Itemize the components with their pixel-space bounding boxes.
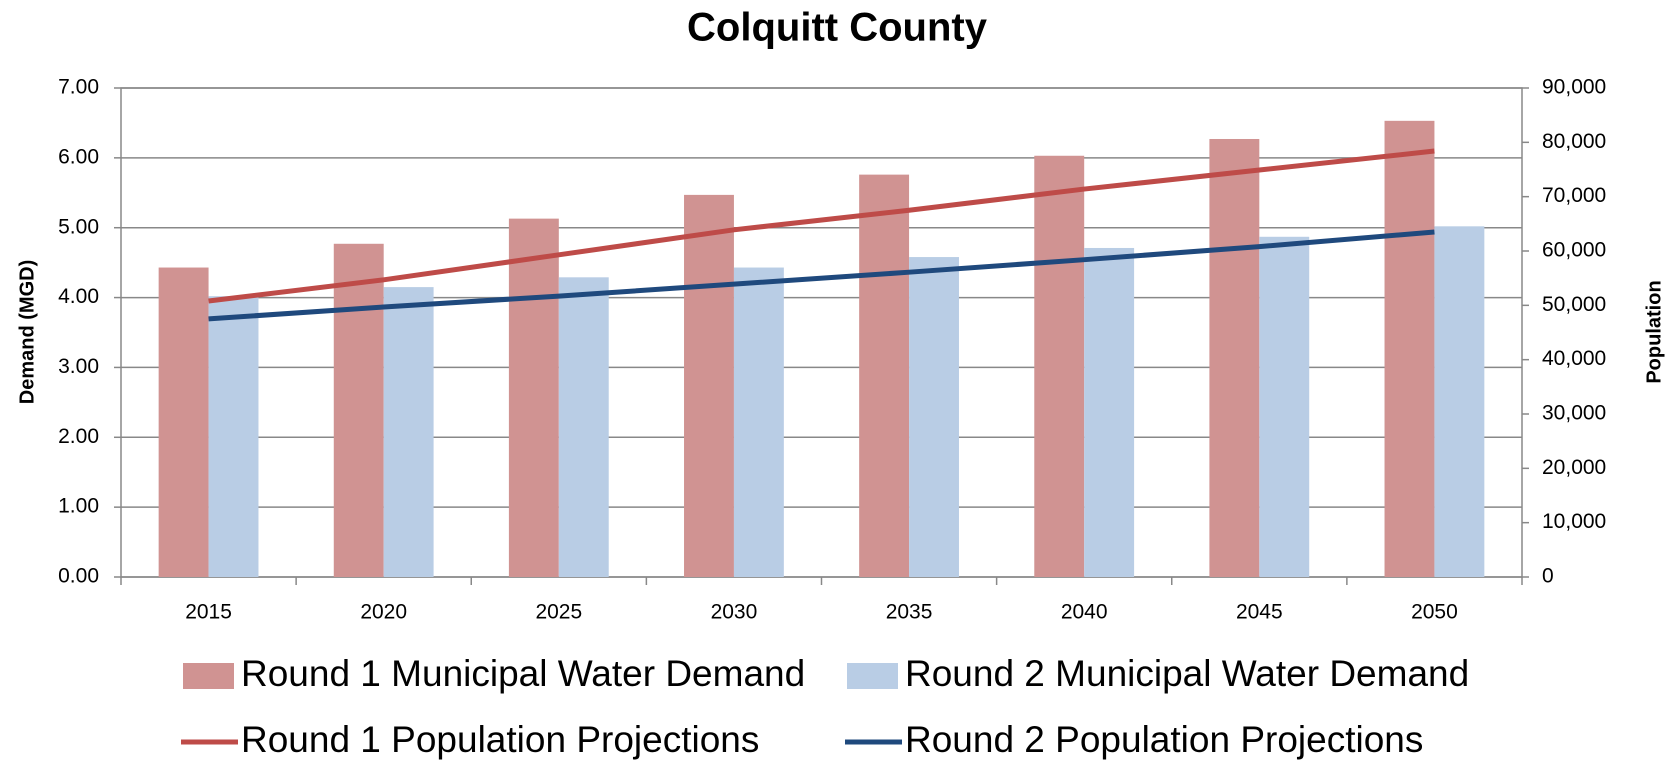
y2-tick-label: 30,000: [1542, 402, 1606, 425]
x-tick-label: 2020: [360, 601, 407, 624]
y-tick-label: 0.00: [58, 565, 99, 588]
line: [208, 229, 1435, 322]
x-tick-label: 2035: [886, 601, 933, 624]
legend-swatch: [847, 663, 898, 689]
y-tick-label: 1.00: [58, 495, 99, 518]
bar: [1034, 155, 1085, 578]
x-tick-label: 2030: [711, 601, 758, 624]
y-tick-label: 7.00: [58, 76, 99, 99]
y2-tick-label: 70,000: [1542, 184, 1606, 207]
x-tick-label: 2025: [535, 601, 582, 624]
y2-tick-label: 10,000: [1542, 510, 1606, 533]
bar: [333, 243, 384, 577]
bar: [383, 287, 434, 577]
y2-tick-label: 90,000: [1542, 76, 1606, 99]
x-tick-label: 2050: [1411, 601, 1458, 624]
bar: [859, 174, 910, 577]
y-axis-label: Demand (MGD): [16, 260, 38, 404]
bar: [508, 218, 559, 577]
legend-swatch: [183, 663, 234, 689]
y2-tick-label: 50,000: [1542, 293, 1606, 316]
bar: [1084, 247, 1135, 578]
legend-label: Round 2 Municipal Water Demand: [905, 653, 1469, 694]
y2-tick-label: 0: [1542, 565, 1554, 588]
bar: [909, 257, 959, 577]
bar: [684, 194, 734, 578]
bar: [558, 277, 609, 577]
y-tick-label: 3.00: [58, 355, 99, 378]
bar: [1209, 138, 1260, 577]
x-tick-label: 2045: [1236, 601, 1283, 624]
y-tick-label: 6.00: [58, 145, 99, 168]
x-tick-label: 2040: [1061, 601, 1108, 624]
bar: [158, 267, 209, 577]
x-tick-label: 2015: [185, 601, 232, 624]
bar: [208, 296, 259, 577]
y-tick-label: 5.00: [58, 215, 99, 238]
line: [208, 148, 1435, 304]
legend-label: Round 1 Municipal Water Demand: [241, 653, 805, 694]
bar: [1384, 120, 1435, 577]
y-tick-label: 4.00: [58, 285, 99, 308]
y2-tick-label: 60,000: [1542, 239, 1606, 262]
y2-tick-label: 80,000: [1542, 130, 1606, 153]
chart-title: Colquitt County: [687, 6, 988, 50]
bar: [1259, 236, 1310, 577]
y2-tick-label: 20,000: [1542, 456, 1606, 479]
plot-area: [120, 87, 1523, 578]
bar: [1434, 226, 1485, 577]
legend-label: Round 1 Population Projections: [241, 719, 759, 760]
y2-axis-label: Population: [1643, 280, 1665, 383]
y2-tick-label: 40,000: [1542, 347, 1606, 370]
y-tick-label: 2.00: [58, 425, 99, 448]
bar: [733, 267, 784, 577]
legend-label: Round 2 Population Projections: [905, 719, 1423, 760]
